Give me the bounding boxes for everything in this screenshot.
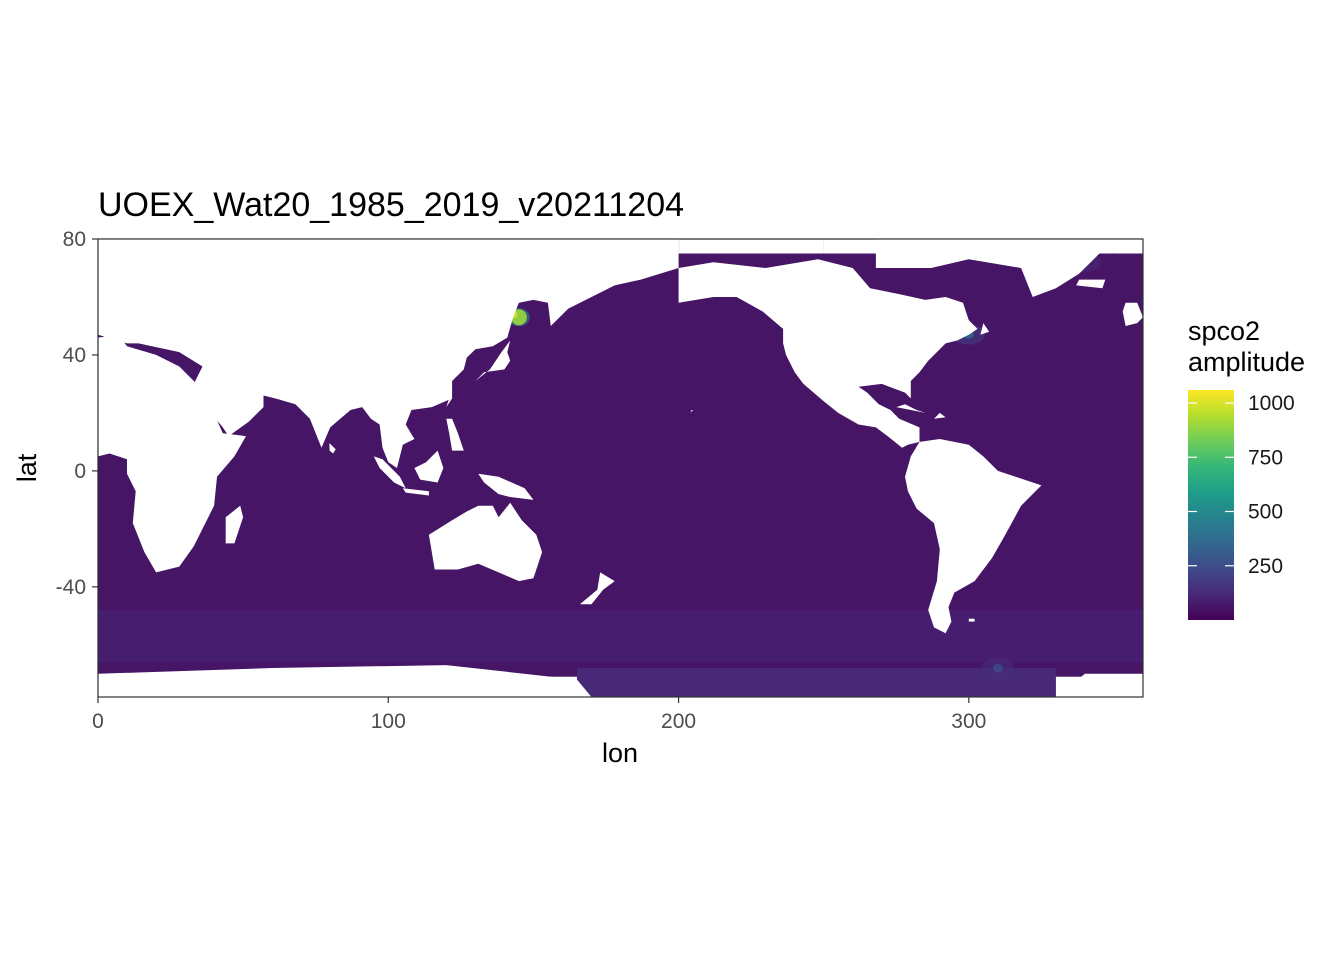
land-mask (98, 239, 1143, 697)
borneo (414, 450, 444, 483)
antarctica (98, 665, 592, 697)
australia (428, 502, 543, 582)
hotspot (981, 658, 1014, 679)
colorbar-tick-label: 750 (1248, 446, 1283, 469)
java (402, 488, 429, 496)
cuba (896, 404, 926, 413)
chart-title: UOEX_Wat20_1985_2019_v20211204 (98, 186, 684, 224)
iceland (1076, 279, 1106, 289)
x-tick-label: 300 (951, 710, 986, 733)
colorbar (1188, 390, 1234, 620)
southern-ocean-band (98, 610, 1143, 663)
japan (475, 340, 511, 381)
new-guinea (478, 473, 534, 500)
south-america (905, 439, 1042, 634)
colorbar-tick-label: 1000 (1248, 392, 1295, 415)
x-tick-label: 200 (661, 710, 696, 733)
x-tick-label: 100 (371, 710, 406, 733)
antarctica-west (1055, 673, 1143, 697)
falklands (968, 618, 975, 622)
philippines (446, 418, 464, 451)
sri-lanka (329, 443, 336, 454)
taiwan (446, 398, 453, 408)
y-tick-label: -40 (56, 576, 86, 599)
y-axis-title: lat (12, 453, 42, 482)
x-axis-title: lon (602, 738, 638, 768)
x-axis: 0 100 200 300 (92, 697, 986, 733)
y-axis: -40 0 40 80 (56, 228, 98, 599)
colorbar-tick-label: 500 (1248, 501, 1283, 524)
greenland-north-landmass (875, 239, 1143, 297)
british-isles (1122, 302, 1143, 326)
antarctic-margin (576, 668, 1056, 697)
y-tick-label: 0 (74, 460, 86, 483)
north-america (678, 259, 978, 448)
y-tick-label: 80 (63, 228, 86, 251)
x-tick-label: 0 (92, 710, 104, 733)
hispaniola (934, 412, 946, 419)
sumatra (373, 456, 406, 489)
colorbar-ticks: 250 500 750 1000 (1188, 392, 1295, 578)
colorbar-tick-label: 250 (1248, 555, 1283, 578)
new-zealand (579, 572, 615, 605)
plot-panel (97, 238, 1144, 698)
legend-title-line-1: spco2 (1188, 316, 1260, 346)
africa-europe-asia-landmass (98, 239, 679, 697)
legend-title-line-2: amplitude (1188, 347, 1305, 377)
madagascar (225, 505, 244, 544)
hawaii (690, 410, 694, 413)
panel-border (97, 238, 1144, 698)
colorbar-legend: spco2 amplitude 250 500 750 1000 (1188, 316, 1305, 620)
newfoundland (980, 323, 990, 335)
y-tick-label: 40 (63, 344, 86, 367)
